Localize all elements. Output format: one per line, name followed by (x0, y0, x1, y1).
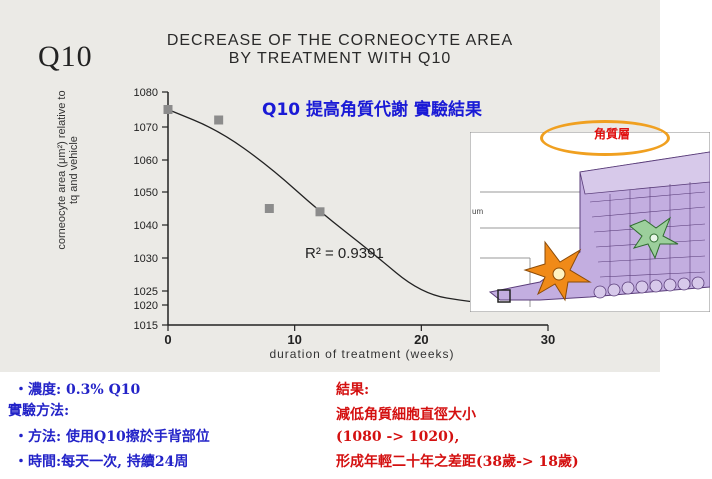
result-heading: 結果: (336, 382, 370, 398)
chart-axes (167, 92, 548, 326)
x-tick-label: 0 (164, 332, 171, 347)
result-line-2: (1080 -> 1020), (336, 429, 460, 445)
y-tick-label: 1060 (134, 155, 158, 167)
y-tick-label: 1030 (134, 253, 158, 265)
q10-label: Q10 (38, 40, 93, 73)
y-tick-label: 1015 (134, 320, 158, 332)
y-tick-label: 1050 (134, 187, 158, 199)
chinese-title: Q10 提高角質代謝 實驗結果 (262, 100, 482, 120)
note-duration: ・時間:每天一次, 持續24周 (14, 454, 189, 470)
y-tick-label: 1080 (134, 87, 158, 99)
data-point (163, 105, 173, 114)
x-tick-label: 30 (541, 332, 555, 347)
x-tick-label: 20 (414, 332, 428, 347)
highlight-ellipse (540, 120, 670, 156)
x-axis-label: duration of treatment (weeks) (269, 347, 454, 361)
result-line-3: 形成年輕二十年之差距(38歲-> 18歲) (336, 454, 579, 470)
y-axis-label: corneocyte area (μm²) relative to tq and… (56, 90, 80, 250)
y-tick-label: 1040 (134, 220, 158, 232)
chart-title-line-2: BY TREATMENT WITH Q10 (228, 50, 452, 67)
skin-layer-label: 角質層 (594, 127, 631, 141)
chart-title-line-1: DECREASE OF THE CORNEOCYTE AREA (166, 32, 514, 49)
note-concentration: ・濃度: 0.3% Q10 (14, 382, 141, 398)
skin-histology-illustration: um (470, 132, 710, 312)
result-line-1: 減低角質細胞直徑大小 (336, 407, 476, 423)
data-points (163, 105, 490, 307)
fit-curve (167, 108, 511, 306)
y-tick-label: 1070 (134, 122, 158, 134)
data-point (264, 204, 274, 213)
note-method-heading: 實驗方法: (8, 403, 70, 419)
note-method: ・方法: 使用Q10擦於手背部位 (14, 429, 210, 445)
data-point (315, 207, 325, 217)
y-tick-label: 1020 (134, 300, 158, 312)
x-tick-label: 10 (287, 332, 301, 347)
y-tick-label: 1025 (134, 286, 158, 298)
svg-text:um: um (472, 207, 483, 216)
r-squared-annotation: R² = 0.9391 (305, 245, 384, 262)
data-point (214, 115, 224, 125)
